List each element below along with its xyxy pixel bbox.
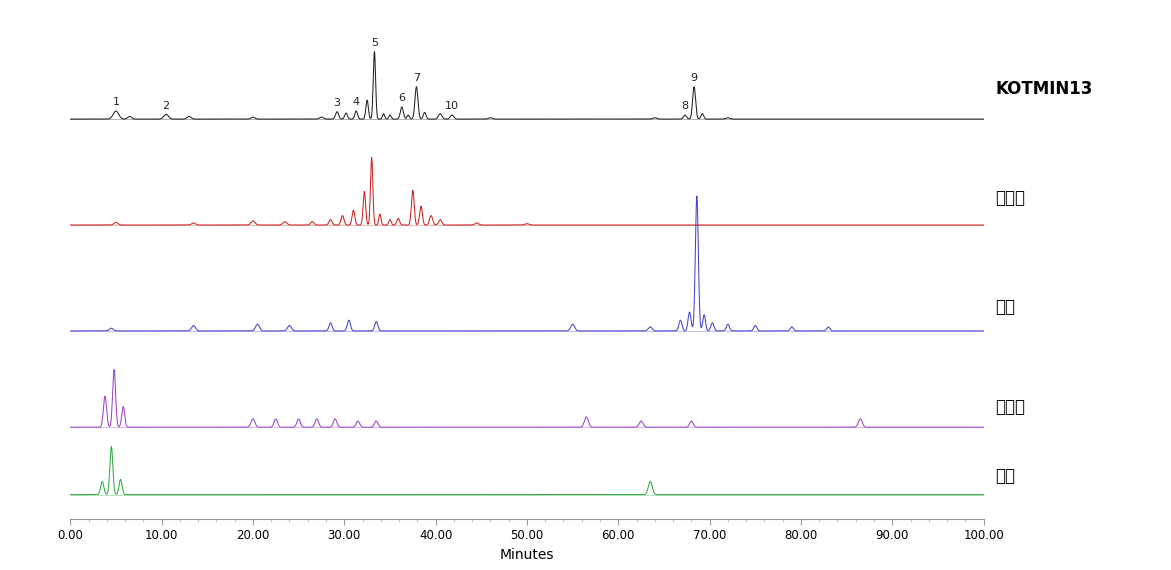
X-axis label: Minutes: Minutes: [500, 548, 554, 561]
Text: 1: 1: [112, 97, 119, 107]
Text: KOTMIN13: KOTMIN13: [995, 80, 1093, 98]
Text: 9: 9: [691, 73, 698, 83]
Text: 4: 4: [352, 97, 359, 107]
Text: 해백: 해백: [995, 467, 1015, 485]
Text: 10: 10: [445, 101, 459, 111]
Text: 3: 3: [334, 98, 341, 108]
Text: 선복화: 선복화: [995, 189, 1026, 207]
Text: 8: 8: [682, 101, 689, 111]
Text: 팩루인: 팩루인: [995, 398, 1026, 416]
Text: 7: 7: [413, 73, 420, 83]
Text: 6: 6: [398, 93, 405, 103]
Text: 전호: 전호: [995, 299, 1015, 316]
Text: 2: 2: [163, 100, 170, 111]
Text: 5: 5: [371, 38, 378, 48]
